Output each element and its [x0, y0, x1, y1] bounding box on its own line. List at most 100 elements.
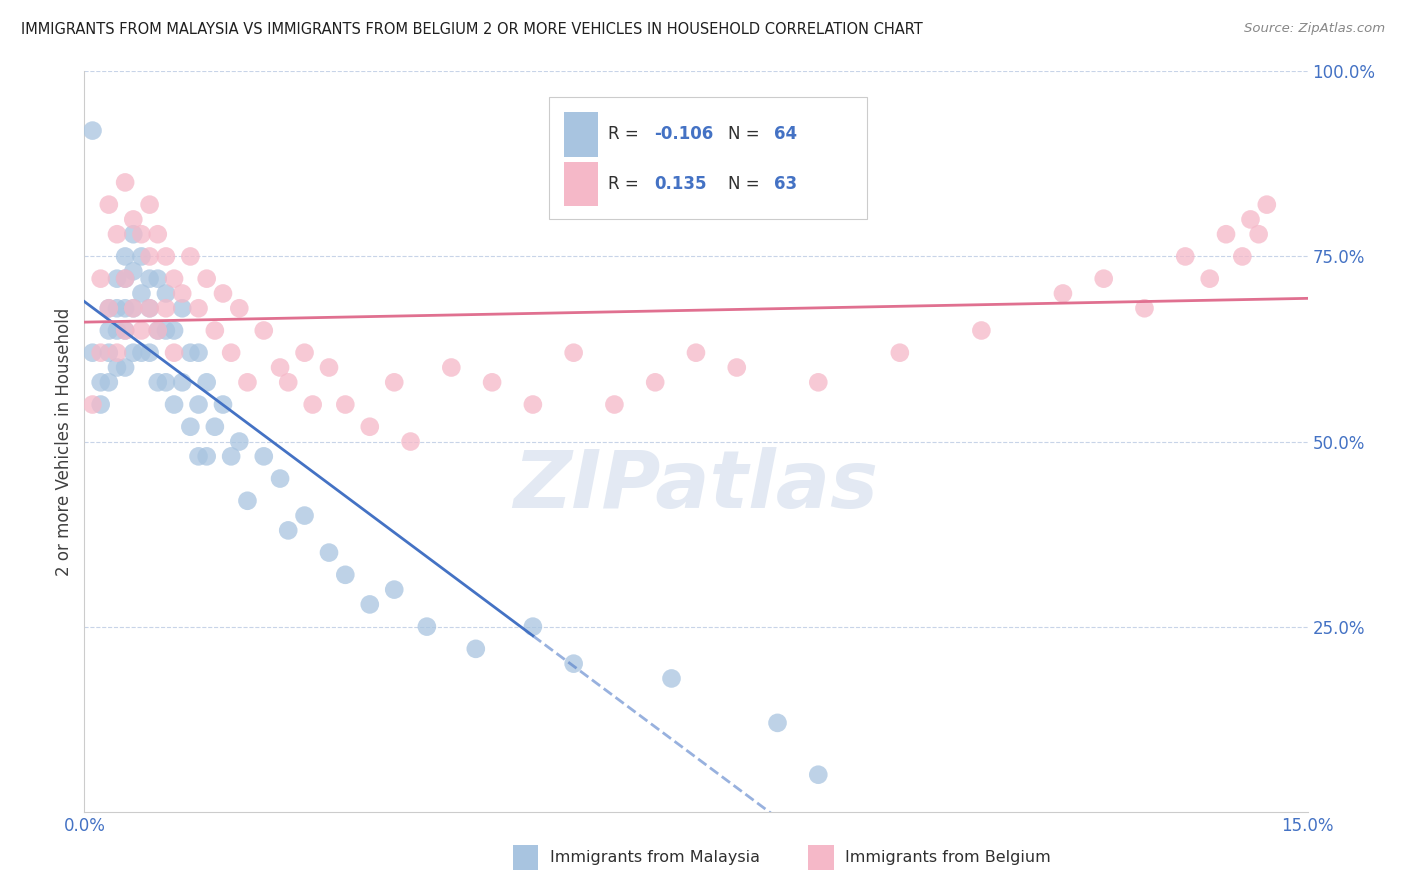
Point: [382, 582, 405, 597]
Point: [277, 524, 299, 538]
Point: [105, 324, 128, 338]
Point: [146, 324, 169, 338]
Point: [335, 567, 357, 582]
Point: [685, 345, 707, 359]
Point: [644, 376, 666, 390]
Bar: [564, 112, 598, 156]
Point: [294, 345, 316, 359]
Point: [253, 450, 276, 464]
Point: [122, 301, 145, 316]
Text: 64: 64: [775, 125, 797, 144]
Point: [97, 345, 120, 359]
Point: [1092, 271, 1115, 285]
Point: [131, 250, 153, 264]
Point: [114, 324, 136, 338]
Point: [195, 450, 218, 464]
Point: [269, 360, 291, 375]
Point: [172, 301, 194, 316]
Point: [382, 376, 405, 390]
Point: [122, 345, 145, 359]
Point: [236, 376, 259, 390]
Point: [138, 301, 160, 316]
Text: 63: 63: [775, 175, 797, 193]
Point: [163, 324, 186, 338]
Point: [90, 398, 112, 412]
Text: R =: R =: [607, 125, 644, 144]
Point: [219, 450, 242, 464]
Point: [105, 345, 128, 359]
Point: [114, 271, 136, 285]
Text: N =: N =: [728, 125, 765, 144]
Point: [228, 434, 250, 449]
Point: [187, 398, 209, 412]
Point: [155, 286, 177, 301]
Point: [163, 345, 186, 359]
Point: [114, 360, 136, 375]
Point: [82, 398, 104, 412]
Point: [90, 376, 112, 390]
Point: [138, 271, 160, 285]
Point: [131, 286, 153, 301]
Point: [187, 450, 209, 464]
Point: [122, 212, 145, 227]
Point: [204, 324, 226, 338]
Point: [440, 360, 463, 375]
Point: [97, 301, 120, 316]
Point: [399, 434, 422, 449]
Point: [179, 250, 201, 264]
Point: [228, 301, 250, 316]
Point: [97, 324, 120, 338]
Point: [146, 227, 169, 242]
Point: [122, 301, 145, 316]
Point: [97, 301, 120, 316]
Point: [1174, 250, 1197, 264]
Point: [603, 398, 626, 412]
Point: [172, 376, 194, 390]
Point: [114, 271, 136, 285]
Point: [105, 227, 128, 242]
Point: [212, 286, 235, 301]
Point: [562, 657, 585, 671]
Point: [562, 345, 585, 359]
Bar: [564, 161, 598, 206]
Text: Immigrants from Belgium: Immigrants from Belgium: [845, 850, 1050, 864]
Point: [335, 398, 357, 412]
Point: [122, 264, 145, 278]
Point: [155, 301, 177, 316]
Point: [114, 175, 136, 190]
Point: [138, 197, 160, 211]
Point: [481, 376, 503, 390]
Point: [138, 301, 160, 316]
Point: [212, 398, 235, 412]
Point: [146, 324, 169, 338]
Point: [114, 301, 136, 316]
Point: [172, 286, 194, 301]
Text: -0.106: -0.106: [654, 125, 714, 144]
Point: [97, 197, 120, 211]
Point: [155, 250, 177, 264]
Point: [82, 345, 104, 359]
Point: [318, 360, 340, 375]
Point: [725, 360, 748, 375]
Text: R =: R =: [607, 175, 644, 193]
Point: [195, 376, 218, 390]
Point: [163, 398, 186, 412]
Point: [766, 715, 789, 730]
Point: [90, 271, 112, 285]
Point: [204, 419, 226, 434]
Point: [122, 227, 145, 242]
Point: [1256, 197, 1278, 211]
Point: [522, 398, 544, 412]
Point: [131, 345, 153, 359]
Point: [294, 508, 316, 523]
Point: [416, 619, 439, 633]
Point: [155, 324, 177, 338]
Point: [277, 376, 299, 390]
Point: [114, 324, 136, 338]
Text: Source: ZipAtlas.com: Source: ZipAtlas.com: [1244, 22, 1385, 36]
Point: [807, 376, 830, 390]
Point: [90, 345, 112, 359]
Point: [889, 345, 911, 359]
Point: [522, 619, 544, 633]
Point: [1247, 227, 1270, 242]
